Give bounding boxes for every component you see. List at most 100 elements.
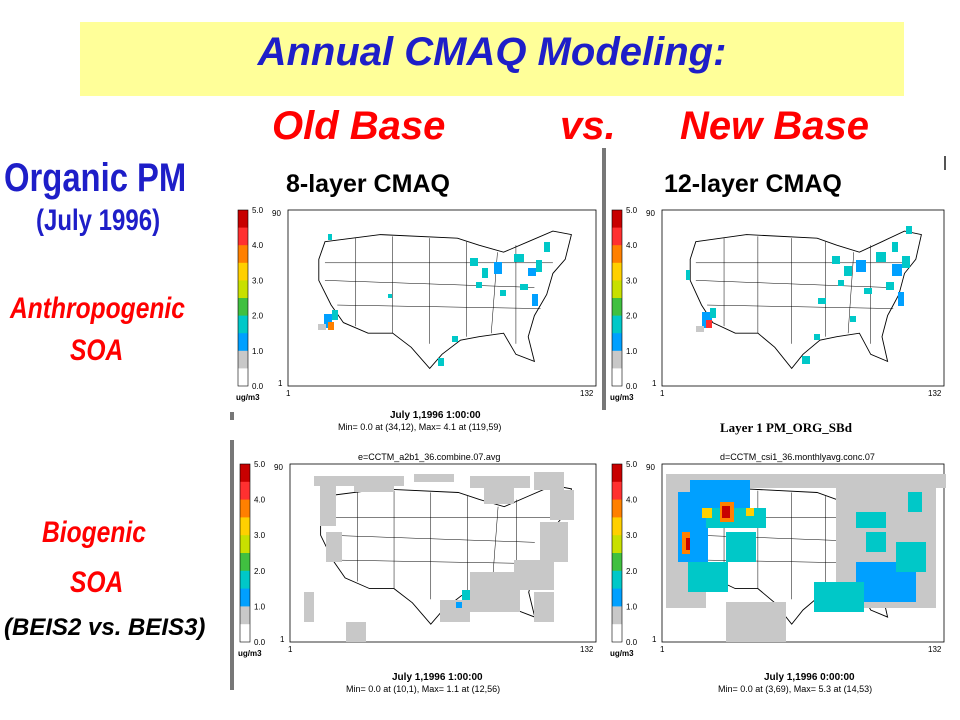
colorbar-tick-label: 4.0 (254, 496, 266, 505)
colorbar-tick-label: 1.0 (254, 602, 266, 611)
colorbar-segment (612, 262, 622, 281)
state-boundary (337, 304, 541, 309)
colorbar-segment (238, 333, 248, 352)
grid-label-y-top: 90 (646, 463, 655, 472)
bio-old-minmax: Min= 0.0 at (10,1), Max= 1.1 at (12,56) (346, 684, 501, 694)
map-anthro-new: 5.0 4.0 3.0 2.0 1.0 0.0 ug/m3 90 11 132 (610, 206, 945, 402)
colorbar-segment (240, 499, 250, 518)
bio-soa-label: SOA (70, 566, 124, 599)
anthro-old-date: July 1,1996 1:00:00 (390, 410, 481, 421)
state-boundary (707, 304, 894, 309)
anthro-old-minmax: Min= 0.0 at (34,12), Max= 4.1 at (119,59… (338, 422, 502, 432)
colorbar-tick-label: 5.0 (254, 460, 266, 469)
separator-mark (944, 156, 946, 170)
colorbar-segment (240, 588, 250, 607)
beis-note: (BEIS2 vs. BEIS3) (4, 614, 206, 641)
colorbar-tick-label: 5.0 (626, 206, 638, 215)
colorbar-segment (240, 606, 250, 625)
colorbar-tick-label: 4.0 (626, 241, 638, 250)
anthro-soa-label: SOA (70, 334, 124, 367)
grid-label-y-top: 90 (272, 209, 281, 218)
colorbar-unit: ug/m3 (236, 393, 260, 402)
state-boundary (847, 252, 855, 334)
colorbar-segment (240, 570, 250, 590)
title-banner (80, 22, 904, 96)
anthro-label: Anthropogenic (10, 292, 185, 325)
separator-line (602, 148, 606, 410)
colorbar-tick-label: 2.0 (626, 312, 638, 321)
colorbar-unit: ug/m3 (610, 649, 634, 658)
colorbar-tick-label: 2.0 (254, 567, 266, 576)
colorbar-tick-label: 2.0 (626, 567, 638, 576)
colorbar-tick-label: 3.0 (626, 276, 638, 285)
column-left-label: 8-layer CMAQ (286, 170, 450, 198)
colorbar-segment (612, 368, 622, 387)
state-boundary (326, 534, 535, 543)
colorbar-segment (238, 280, 248, 299)
colorbar-tick-label: 0.0 (252, 382, 264, 391)
colorbar-segment (612, 517, 622, 536)
colorbar-segment (612, 210, 622, 229)
colorbar-tick-label: 0.0 (626, 382, 638, 391)
colorbar-segment (612, 245, 622, 264)
colorbar-segment (612, 588, 622, 607)
grid-label-x-right: 132 (580, 389, 594, 398)
colorbar-segment (612, 481, 622, 501)
colorbar-segment (240, 481, 250, 501)
bio-new-file: d=CCTM_csi1_36.monthlyavg.conc.07 (720, 452, 875, 462)
colorbar-segment (240, 553, 250, 572)
colorbar-segment (612, 315, 622, 334)
map-panel-anthro-new: 5.0 4.0 3.0 2.0 1.0 0.0 ug/m3 90 1 1 132 (606, 198, 950, 410)
colorbar-tick-label: 4.0 (626, 496, 638, 505)
colorbar-segment (612, 606, 622, 625)
bio-label: Biogenic (42, 516, 146, 549)
colorbar-tick-label: 1.0 (252, 347, 264, 356)
colorbar-segment (238, 368, 248, 387)
new-base-label: New Base (680, 104, 869, 148)
grid-label-x-left: 1 (286, 389, 291, 398)
colorbar-tick-label: 3.0 (252, 276, 264, 285)
grid-label-y-bottom: 1 (278, 379, 283, 388)
grid-label-x-right: 132 (928, 389, 942, 398)
map-bio-new: 5.0 4.0 3.0 2.0 1.0 0.0 ug/m3 90 11 132 (610, 460, 946, 658)
map-panel-bio-new: 5.0 4.0 3.0 2.0 1.0 0.0 ug/m3 90 1 1 132 (606, 452, 950, 666)
colorbar-tick-label: 0.0 (254, 638, 266, 647)
grid-label-x-left: 1 (660, 645, 665, 654)
us-outline (689, 230, 922, 370)
bio-new-date: July 1,1996 0:00:00 (764, 672, 855, 683)
colorbar-segment (238, 210, 248, 229)
colorbar-segment (612, 553, 622, 572)
colorbar-tick-label: 1.0 (626, 602, 638, 611)
colorbar-segment (238, 298, 248, 317)
colorbar-segment (238, 245, 248, 264)
period-label: (July 1996) (36, 204, 161, 237)
separator-line (230, 440, 234, 690)
colorbar-segment (612, 499, 622, 518)
map-panel-anthro-old: 5.0 4.0 3.0 2.0 1.0 0.0 ug/m3 90 1 1 132 (232, 198, 602, 410)
colorbar-segment (238, 315, 248, 334)
colorbar-segment (612, 535, 622, 554)
grid-label-x-right: 132 (928, 645, 942, 654)
colorbar-segment (240, 624, 250, 643)
colorbar-tick-label: 1.0 (626, 347, 638, 356)
colorbar-segment (240, 464, 250, 483)
colorbar-segment (612, 624, 622, 643)
colorbar-segment (612, 570, 622, 590)
grid-label-y-bottom: 1 (652, 379, 657, 388)
colorbar-segment (612, 464, 622, 483)
colorbar-tick-label: 3.0 (626, 531, 638, 540)
bio-old-date: July 1,1996 1:00:00 (392, 672, 483, 683)
old-base-label: Old Base (272, 104, 446, 148)
colorbar-tick-label: 2.0 (252, 312, 264, 321)
map-bio-old: 5.0 4.0 3.0 2.0 1.0 0.0 ug/m3 90 11 132 (238, 460, 597, 658)
separator-line (230, 412, 234, 420)
vs-label: vs. (560, 104, 616, 148)
colorbar-segment (238, 262, 248, 281)
bio-old-file: e=CCTM_a2b1_36.combine.07.avg (358, 452, 501, 462)
column-right-label: 12-layer CMAQ (664, 170, 842, 198)
colorbar-segment (240, 517, 250, 536)
colorbar-tick-label: 0.0 (626, 638, 638, 647)
colorbar-tick-label: 4.0 (252, 241, 264, 250)
colorbar-segment (238, 350, 248, 369)
map-anthro-old: 5.0 4.0 3.0 2.0 1.0 0.0 ug/m3 90 11 132 (236, 206, 597, 402)
